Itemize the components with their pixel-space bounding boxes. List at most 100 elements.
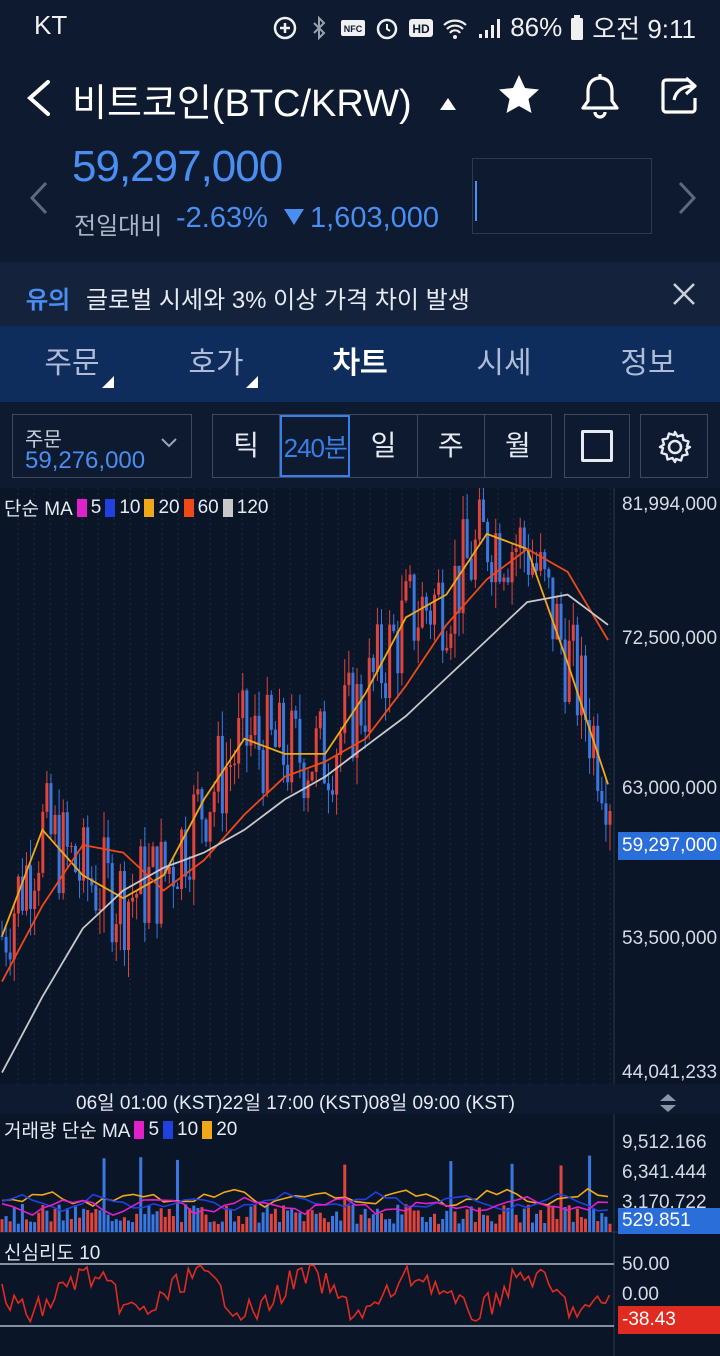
candle-body	[73, 845, 77, 873]
tab-info-label: 정보	[620, 347, 676, 380]
back-arrow-icon[interactable]	[22, 78, 58, 118]
period-tick-button[interactable]: 틱	[213, 415, 281, 477]
candle-body	[494, 533, 498, 583]
tab-info[interactable]: 정보	[576, 326, 720, 402]
volume-bar	[608, 1223, 612, 1232]
status-bar: KT NFC HD 86% 오전 9:11	[0, 0, 720, 50]
candle-body	[45, 783, 49, 812]
period-selector: 틱 240분 일 주 월	[212, 414, 552, 478]
mini-price-chart	[472, 158, 652, 234]
candle-body	[310, 771, 314, 781]
hd-icon: HD	[409, 18, 434, 37]
time-axis-labels: 06일 01:00 (KST)22일 17:00 (KST)08일 09:00 …	[76, 1093, 515, 1114]
status-icons: NFC HD 86% 오전 9:11	[272, 9, 696, 46]
volume-bar	[159, 1208, 163, 1232]
candle-body	[12, 913, 16, 960]
volume-bar	[584, 1218, 588, 1232]
candle-body	[90, 878, 94, 886]
candle-body	[579, 655, 583, 716]
share-icon[interactable]	[658, 74, 700, 116]
volume-bar	[400, 1214, 404, 1232]
candle-body	[543, 552, 547, 570]
candle-body	[143, 846, 147, 923]
candle-body	[167, 866, 171, 874]
notice-tag: 유의	[26, 287, 71, 314]
prev-coin-chevron-icon[interactable]	[28, 180, 50, 216]
tab-quotes[interactable]: 시세	[432, 326, 576, 402]
chart-area[interactable]: 단순 MA 5 10 20 60 120 81,994,000 72,500,0…	[0, 488, 720, 1356]
candle-body	[530, 563, 534, 575]
order-price-selector[interactable]: 주문 59,276,000	[12, 414, 192, 478]
candle-body	[192, 794, 196, 880]
tab-chart[interactable]: 차트	[288, 326, 432, 402]
vol-ma5-line	[1, 1195, 609, 1217]
chevron-down-icon	[161, 438, 177, 448]
tab-order[interactable]: 주문	[0, 326, 144, 402]
candle-body	[82, 827, 86, 881]
candle-body	[257, 715, 261, 750]
period-week-button[interactable]: 주	[418, 415, 485, 477]
nfc-icon: NFC	[341, 19, 366, 36]
volume-bar	[302, 1221, 306, 1232]
title-dropdown-icon[interactable]	[440, 98, 456, 110]
volume-bar	[257, 1222, 261, 1232]
candle-body	[33, 890, 37, 909]
tab-orderbook-label: 호가	[188, 347, 244, 380]
candle-body	[437, 582, 441, 595]
candle-body	[8, 952, 12, 960]
ma120-label: 120	[236, 496, 269, 518]
candle-body	[318, 711, 322, 729]
expand-arrows-icon[interactable]	[656, 1092, 680, 1114]
volume-bar	[526, 1204, 530, 1232]
candle-body	[126, 901, 130, 951]
alarm-bell-icon[interactable]	[578, 72, 622, 120]
volume-bar	[314, 1213, 318, 1232]
period-day-button[interactable]: 일	[350, 415, 418, 477]
candle-body	[363, 725, 367, 732]
candle-body	[277, 702, 281, 748]
candle-body	[322, 711, 326, 784]
volume-bar	[490, 1221, 494, 1232]
tab-order-label: 주문	[44, 347, 100, 380]
candle-body	[584, 655, 588, 721]
price-chart-svg[interactable]	[0, 488, 720, 1356]
volume-bar	[82, 1208, 86, 1232]
candle-body	[53, 814, 57, 835]
period-month-button[interactable]: 월	[505, 430, 531, 461]
candle-body	[78, 872, 82, 881]
tab-orderbook[interactable]: 호가	[144, 326, 288, 402]
ma10-label: 10	[119, 496, 141, 518]
candle-body	[273, 729, 277, 748]
volume-bar	[588, 1155, 592, 1232]
candle-body	[351, 672, 355, 758]
candle-body	[29, 865, 33, 909]
candle-body	[180, 829, 184, 889]
candle-body	[290, 710, 294, 783]
candle-body	[388, 624, 392, 699]
tab-chart-label: 차트	[332, 347, 388, 380]
candle-body	[118, 871, 122, 925]
volume-bar	[535, 1213, 539, 1232]
candle-body	[204, 819, 208, 842]
fullscreen-button[interactable]	[564, 414, 630, 478]
bluetooth-icon	[313, 15, 326, 40]
candle-body	[371, 657, 375, 672]
volume-bar	[57, 1204, 61, 1232]
volume-bar	[326, 1222, 330, 1232]
next-coin-chevron-icon[interactable]	[676, 180, 698, 216]
candle-body	[465, 519, 469, 559]
period-240min-button[interactable]: 240분	[280, 415, 351, 477]
tab-corner-icon	[246, 376, 258, 388]
candle-body	[265, 694, 269, 794]
chart-settings-button[interactable]	[640, 414, 708, 478]
volume-bar	[261, 1212, 265, 1232]
candle-body	[314, 728, 318, 772]
volume-bar	[269, 1213, 273, 1232]
candle-body	[110, 863, 114, 943]
volume-bar	[143, 1213, 147, 1232]
volume-bar	[555, 1218, 559, 1232]
close-icon[interactable]	[672, 282, 696, 306]
favorite-star-icon[interactable]	[496, 72, 542, 118]
coin-title[interactable]: 비트코인(BTC/KRW)	[72, 83, 412, 125]
volume-bar	[579, 1216, 583, 1232]
